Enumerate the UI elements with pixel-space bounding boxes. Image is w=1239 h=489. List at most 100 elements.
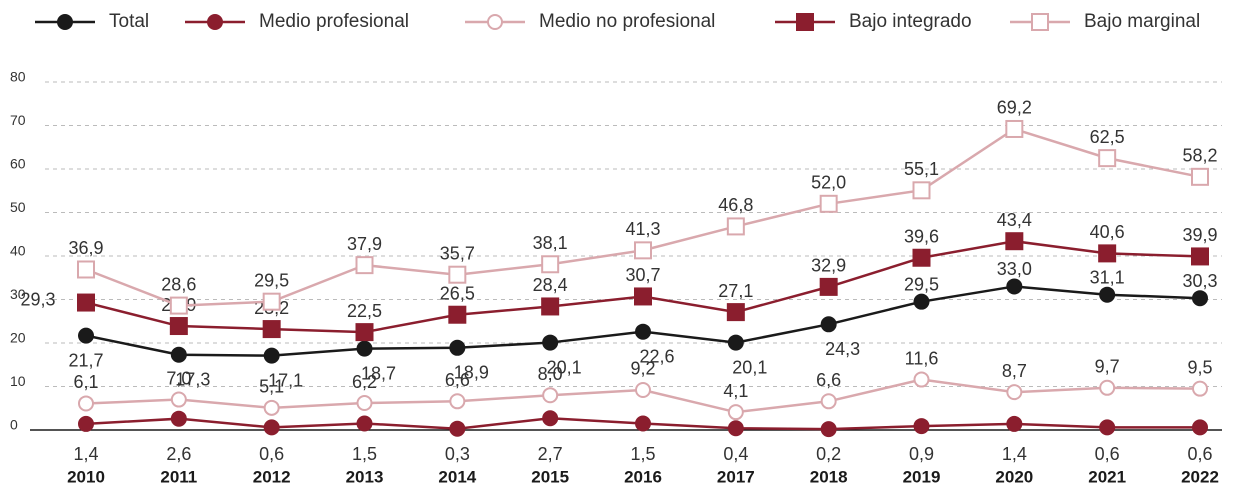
data-point — [1005, 119, 1024, 138]
value-label: 2,7 — [538, 444, 563, 464]
data-point — [262, 320, 281, 339]
x-tick-label: 2022 — [1181, 467, 1219, 486]
value-label: 9,5 — [1187, 357, 1212, 377]
data-point — [169, 317, 188, 336]
value-label: 24,3 — [825, 339, 860, 359]
y-tick-label: 80 — [10, 69, 26, 85]
y-tick-label: 0 — [10, 417, 18, 433]
x-tick-label: 2019 — [903, 467, 941, 486]
value-label: 28,6 — [161, 274, 196, 294]
data-point — [1192, 290, 1208, 307]
value-label: 58,2 — [1182, 146, 1217, 166]
value-label: 18,7 — [361, 363, 396, 383]
value-label: 31,1 — [1090, 267, 1125, 287]
data-point — [541, 297, 560, 316]
y-tick-label: 10 — [10, 373, 26, 389]
data-point — [542, 334, 559, 351]
value-label: 5,1 — [259, 377, 284, 397]
x-tick-label: 2010 — [67, 467, 105, 486]
x-tick-label: 2020 — [995, 467, 1033, 486]
x-tick-label: 2017 — [717, 467, 755, 486]
value-label: 32,9 — [811, 256, 846, 276]
value-label: 41,3 — [625, 219, 660, 239]
data-point — [1099, 379, 1116, 396]
y-tick-label: 40 — [10, 243, 26, 259]
value-label: 2,6 — [166, 444, 191, 464]
value-label: 9,7 — [1095, 357, 1120, 377]
data-point — [727, 404, 744, 421]
value-label: 17,3 — [175, 369, 210, 389]
data-point — [913, 418, 930, 435]
value-label: 39,9 — [1182, 225, 1217, 245]
value-label: 38,1 — [533, 233, 568, 253]
data-point — [820, 421, 837, 438]
value-label: 30,7 — [625, 265, 660, 285]
data-point — [635, 415, 651, 432]
x-tick-label: 2013 — [346, 467, 384, 486]
value-label: 22,6 — [639, 346, 674, 366]
value-label: 0,2 — [816, 444, 841, 464]
legend-marker — [1031, 13, 1049, 31]
data-point — [1099, 419, 1116, 436]
data-point — [542, 387, 559, 404]
data-point — [170, 391, 187, 408]
data-point — [448, 265, 467, 284]
x-tick-label: 2021 — [1088, 467, 1126, 486]
y-tick-label: 60 — [10, 156, 26, 172]
data-point — [355, 256, 374, 275]
value-label: 1,4 — [1002, 444, 1027, 464]
data-point — [1192, 419, 1208, 436]
data-point — [355, 323, 374, 342]
legend-label: Bajo marginal — [1084, 11, 1200, 32]
value-label: 6,1 — [73, 372, 98, 392]
data-point — [913, 293, 930, 310]
data-point — [1006, 384, 1023, 401]
data-point — [263, 419, 280, 436]
data-point — [262, 292, 281, 311]
data-point — [263, 399, 280, 416]
data-point — [820, 316, 837, 333]
legend-marker — [57, 14, 73, 30]
x-tick-label: 2016 — [624, 467, 662, 486]
data-point — [726, 217, 745, 236]
legend-label: Medio profesional — [259, 11, 409, 32]
data-point — [449, 393, 466, 410]
data-point — [912, 248, 931, 267]
value-label: 46,8 — [718, 195, 753, 215]
value-label: 1,5 — [352, 444, 377, 464]
value-label: 6,6 — [445, 370, 470, 390]
x-tick-label: 2012 — [253, 467, 291, 486]
value-label: 1,5 — [630, 444, 655, 464]
data-point — [819, 194, 838, 213]
data-point — [726, 303, 745, 322]
value-label: 0,6 — [259, 444, 284, 464]
x-tick-label: 2015 — [531, 467, 569, 486]
data-point — [170, 410, 187, 427]
data-point — [819, 277, 838, 296]
value-label: 69,2 — [997, 98, 1032, 118]
value-label: 4,1 — [723, 381, 748, 401]
value-label: 22,5 — [347, 301, 382, 321]
legend-label: Medio no profesional — [539, 11, 715, 32]
data-point — [170, 346, 187, 363]
data-point — [1005, 232, 1024, 251]
legend-label: Total — [109, 11, 149, 32]
data-point — [449, 420, 466, 437]
data-point — [1099, 286, 1116, 303]
data-point — [263, 347, 280, 364]
value-label: 37,9 — [347, 234, 382, 254]
value-label: 40,6 — [1090, 222, 1125, 242]
value-label: 20,1 — [732, 357, 767, 377]
x-tick-label: 2011 — [160, 467, 197, 486]
value-label: 7,0 — [166, 368, 191, 388]
value-label: 1,4 — [73, 444, 98, 464]
value-label: 29,3 — [20, 289, 55, 309]
data-point — [913, 371, 930, 388]
legend-marker — [487, 14, 503, 30]
x-tick-label: 2018 — [810, 467, 848, 486]
value-label: 39,6 — [904, 226, 939, 246]
data-point — [169, 296, 188, 315]
data-point — [820, 393, 837, 410]
value-label: 0,9 — [909, 444, 934, 464]
